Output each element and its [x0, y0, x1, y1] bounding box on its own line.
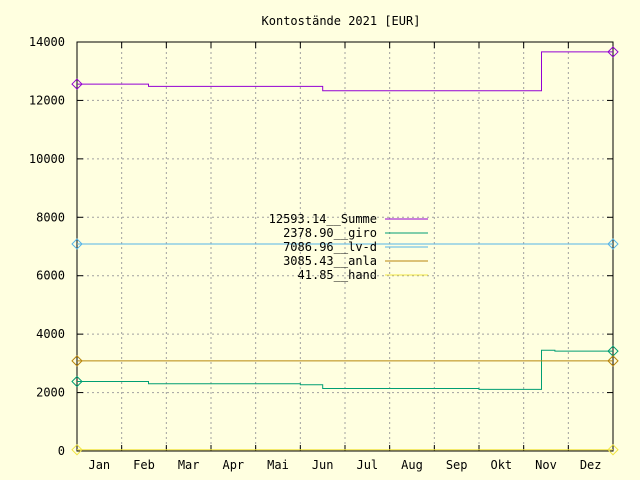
plot-frame	[76, 41, 614, 452]
series-line	[77, 51, 613, 92]
series-marker	[607, 238, 619, 250]
y-tick-label: 8000	[36, 210, 65, 224]
series-1	[71, 46, 619, 92]
x-tick-label: Mar	[178, 458, 200, 472]
x-tick-label: Feb	[133, 458, 155, 472]
legend-label: 41.85__hand	[298, 268, 377, 282]
y-tick-label: 2000	[36, 386, 65, 400]
legend-label: 2378.90__giro	[283, 226, 377, 240]
series-marker	[71, 238, 83, 250]
x-tick-label: Nov	[535, 458, 557, 472]
y-tick-label: 10000	[29, 152, 65, 166]
series-3	[71, 238, 619, 250]
series-5	[71, 444, 619, 456]
series-group	[71, 46, 619, 456]
series-marker	[607, 46, 619, 58]
series-marker	[71, 355, 83, 367]
series-marker	[71, 375, 83, 388]
x-tick-label: Jul	[356, 458, 378, 472]
y-tick-label: 6000	[36, 269, 65, 283]
series-marker	[71, 444, 83, 456]
series-4	[71, 355, 619, 367]
y-tick-label: 0	[58, 444, 65, 458]
legend: 12593.14__Summe2378.90__giro7086.96__lv-…	[269, 212, 428, 282]
y-tick-label: 14000	[29, 35, 65, 49]
legend-label: 12593.14__Summe	[269, 212, 377, 226]
legend-label: 3085.43__anla	[283, 254, 377, 268]
x-tick-label: Mai	[267, 458, 289, 472]
series-marker	[71, 78, 83, 90]
x-tick-label: Dez	[580, 458, 602, 472]
series-marker	[607, 444, 619, 456]
series-marker	[607, 355, 619, 367]
x-tick-label: Aug	[401, 458, 423, 472]
x-tick-label: Apr	[222, 458, 244, 472]
grid-lines	[77, 42, 613, 451]
y-tick-label: 4000	[36, 327, 65, 341]
x-tick-label: Jan	[88, 458, 110, 472]
y-tick-label: 12000	[29, 93, 65, 107]
x-tick-label: Jun	[312, 458, 334, 472]
chart-title: Kontostände 2021 [EUR]	[262, 14, 421, 28]
legend-label: 7086.96__lv-d	[283, 240, 377, 254]
axes: 0 2000 4000 6000 8000 10000 12000 14000 Jan Feb Ma…	[29, 35, 614, 472]
x-tick-label: Sep	[446, 458, 468, 472]
series-line	[77, 349, 613, 390]
x-tick-label: Okt	[490, 458, 512, 472]
